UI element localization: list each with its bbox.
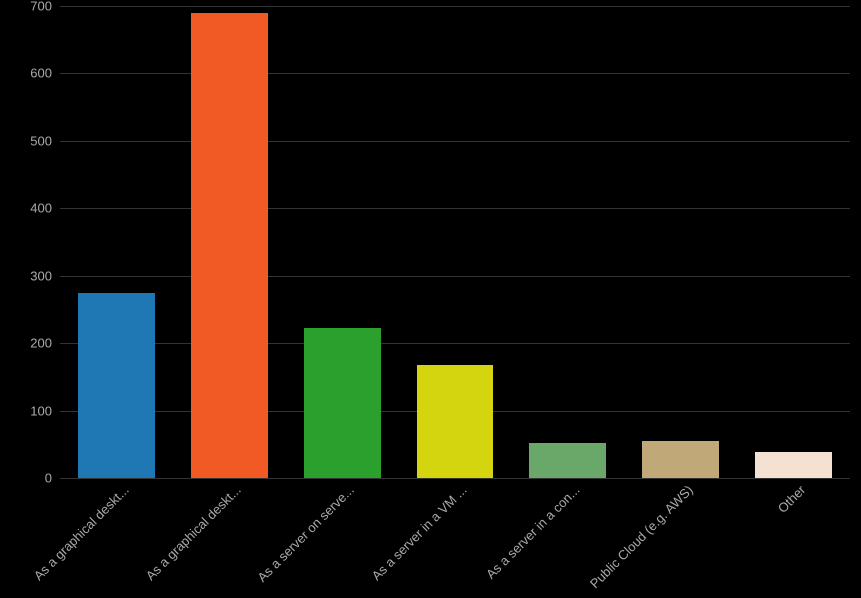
y-tick-label: 700 bbox=[30, 0, 60, 14]
x-tick-label: As a graphical deskt... bbox=[139, 478, 244, 583]
bar-chart: 0 100 200 300 400 500 600 700 As a graphical des… bbox=[0, 0, 861, 598]
gridline bbox=[60, 73, 850, 74]
x-tick-label: Other bbox=[771, 478, 809, 516]
y-tick-label: 0 bbox=[45, 471, 60, 486]
y-tick-label: 300 bbox=[30, 268, 60, 283]
gridline bbox=[60, 276, 850, 277]
x-tick-label: As a server in a VM ... bbox=[365, 478, 470, 583]
gridline bbox=[60, 208, 850, 209]
bar bbox=[78, 293, 155, 478]
bar bbox=[191, 13, 268, 478]
plot-area: 0100200300400500600700As a graphical des… bbox=[60, 6, 850, 478]
gridline bbox=[60, 6, 850, 7]
y-tick-label: 500 bbox=[30, 133, 60, 148]
bar bbox=[529, 443, 606, 478]
y-tick-label: 100 bbox=[30, 403, 60, 418]
y-tick-label: 400 bbox=[30, 201, 60, 216]
y-tick-label: 600 bbox=[30, 66, 60, 81]
y-tick-label: 200 bbox=[30, 336, 60, 351]
x-tick-label: As a server on serve... bbox=[250, 478, 357, 585]
bar bbox=[417, 365, 494, 478]
x-tick-label: As a server in a con... bbox=[479, 478, 583, 582]
gridline bbox=[60, 141, 850, 142]
bar bbox=[755, 452, 832, 478]
gridline bbox=[60, 343, 850, 344]
x-tick-label: As a graphical deskt... bbox=[26, 478, 131, 583]
x-tick-label: Public Cloud (e.g. AWS) bbox=[582, 478, 695, 591]
bar bbox=[642, 441, 719, 478]
bar bbox=[304, 328, 381, 478]
